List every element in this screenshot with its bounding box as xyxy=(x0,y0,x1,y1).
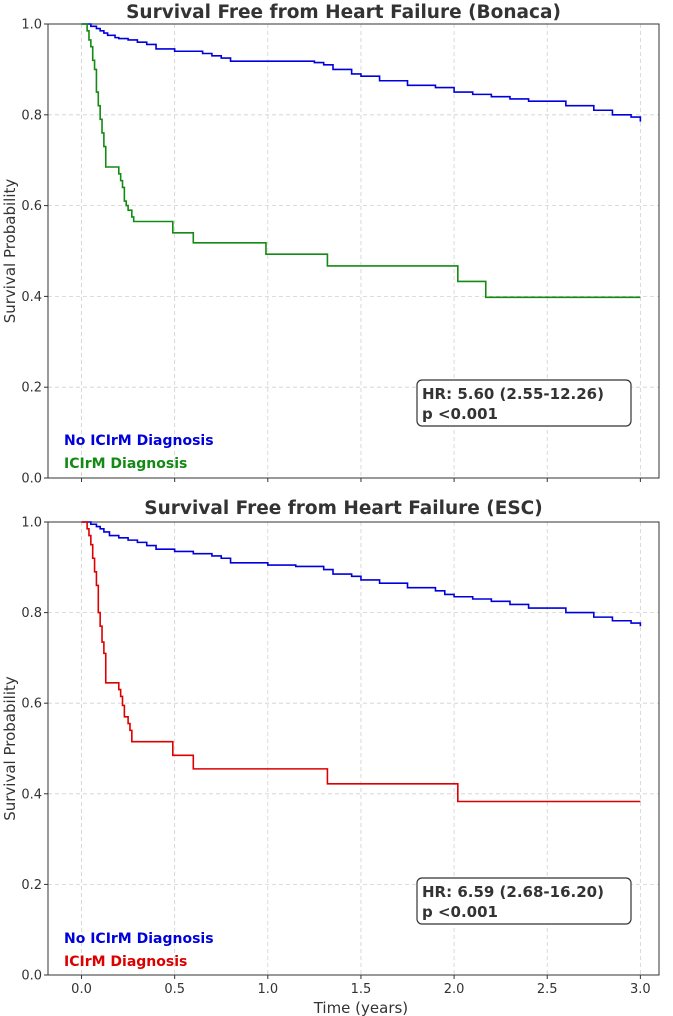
x-tick-label: 3.0 xyxy=(630,982,651,997)
y-tick-label: 0.4 xyxy=(21,290,42,305)
legend-entry: No ICIrM Diagnosis xyxy=(64,433,214,449)
chart-title: Survival Free from Heart Failure (ESC) xyxy=(144,498,542,519)
y-tick-label: 0.0 xyxy=(21,969,42,984)
x-tick-label: 2.5 xyxy=(537,982,558,997)
plot-frame xyxy=(47,23,660,479)
chart-title: Survival Free from Heart Failure (Bonaca… xyxy=(126,2,561,23)
y-tick-label: 0.6 xyxy=(21,199,42,214)
y-tick-label: 0.2 xyxy=(21,878,42,893)
legend-entry: ICIrM Diagnosis xyxy=(64,456,187,472)
p-value-text: p <0.001 xyxy=(422,405,498,423)
p-value-text: p <0.001 xyxy=(422,903,498,921)
y-tick-label: 0.4 xyxy=(21,787,42,802)
y-axis-label: Survival Probability xyxy=(1,676,19,821)
stats-box xyxy=(416,877,632,925)
survival-curve xyxy=(81,521,642,627)
y-tick-label: 1.0 xyxy=(21,516,42,531)
y-tick-label: 0.8 xyxy=(21,108,42,123)
x-axis-label: Time (years) xyxy=(313,999,408,1016)
y-axis-label: Survival Probability xyxy=(1,179,19,324)
y-tick-label: 0.6 xyxy=(21,697,42,712)
y-tick-label: 0.2 xyxy=(21,381,42,396)
legend-entry: ICIrM Diagnosis xyxy=(64,954,187,970)
x-tick-label: 0.0 xyxy=(71,982,92,997)
hazard-ratio-text: HR: 5.60 (2.55-12.26) xyxy=(422,385,604,403)
x-tick-label: 1.0 xyxy=(257,982,278,997)
esc-panel: 0.0 0.5 1.0 1.5 2.0 2.5 3.0 0.0 0.2 0.4 0.6 0.8 1.0 S… xyxy=(1,498,660,1016)
y-tick-label: 0.8 xyxy=(21,606,42,621)
survival-curve xyxy=(81,23,642,122)
hazard-ratio-text: HR: 6.59 (2.68-16.20) xyxy=(422,883,604,901)
y-tick-label: 1.0 xyxy=(21,18,42,33)
y-tick-label: 0.0 xyxy=(21,472,42,487)
plot-frame xyxy=(47,521,660,976)
x-tick-label: 0.5 xyxy=(164,982,185,997)
x-tick-label: 2.0 xyxy=(444,982,465,997)
survival-curve xyxy=(81,23,641,299)
survival-curve xyxy=(81,521,641,803)
x-tick-label: 1.5 xyxy=(351,982,372,997)
bonaca-panel: 0.0 0.2 0.4 0.6 0.8 1.0 Survival Free from Hea… xyxy=(1,2,660,487)
stats-box xyxy=(416,379,632,427)
legend-entry: No ICIrM Diagnosis xyxy=(64,931,214,947)
